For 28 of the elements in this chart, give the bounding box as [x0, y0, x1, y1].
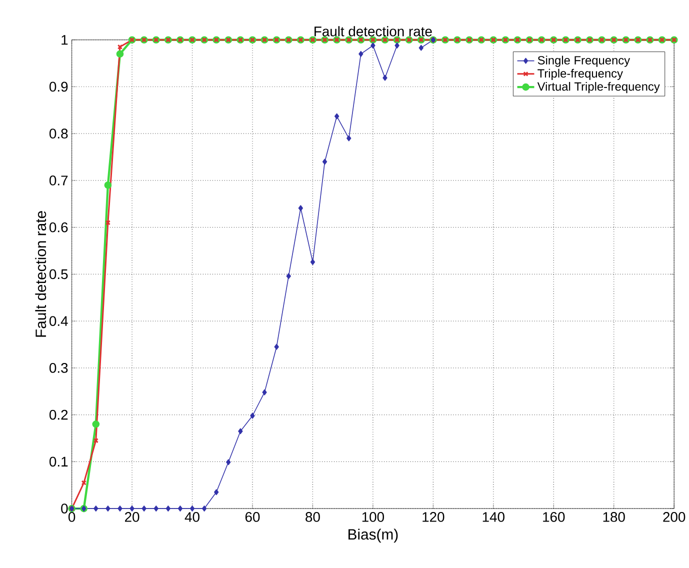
x-tick-label: 140	[482, 512, 504, 522]
y-tick-label: 0.5	[50, 269, 68, 279]
y-tick-label: 0.7	[50, 175, 68, 186]
y-axis-title: Fault detection rate	[35, 210, 46, 337]
y-tick-label: 0.8	[50, 128, 68, 138]
y-tick-label: 0.4	[50, 316, 68, 326]
x-tick-label: 180	[603, 512, 625, 522]
x-tick-label: 200	[663, 512, 686, 522]
y-tick-label: 0.3	[50, 362, 68, 373]
x-tick-label: 60	[245, 512, 260, 522]
y-tick-label: 0.6	[50, 222, 68, 232]
x-tick-label: 100	[362, 512, 384, 522]
y-tick-label: 1	[62, 34, 68, 44]
y-tick-label: 0.2	[50, 410, 68, 420]
x-tick-label: 120	[422, 512, 444, 522]
x-tick-label: 160	[543, 512, 565, 522]
x-tick-label: 40	[184, 512, 200, 522]
y-tick-label: 0	[61, 503, 68, 514]
chart-title: Fault detection rate	[314, 26, 432, 36]
y-tick-label: 0.1	[50, 456, 68, 466]
x-tick-label: 80	[306, 512, 320, 522]
x-tick-label: 0	[68, 512, 76, 522]
x-axis-title: Bias(m)	[348, 528, 398, 542]
legend-label: Triple-frequency	[538, 68, 623, 80]
x-tick-label: 20	[124, 512, 140, 522]
legend-label: Single Frequency	[538, 56, 630, 67]
legend-label: Virtual Triple-frequency	[537, 82, 660, 93]
y-tick-label: 0.9	[50, 82, 68, 92]
